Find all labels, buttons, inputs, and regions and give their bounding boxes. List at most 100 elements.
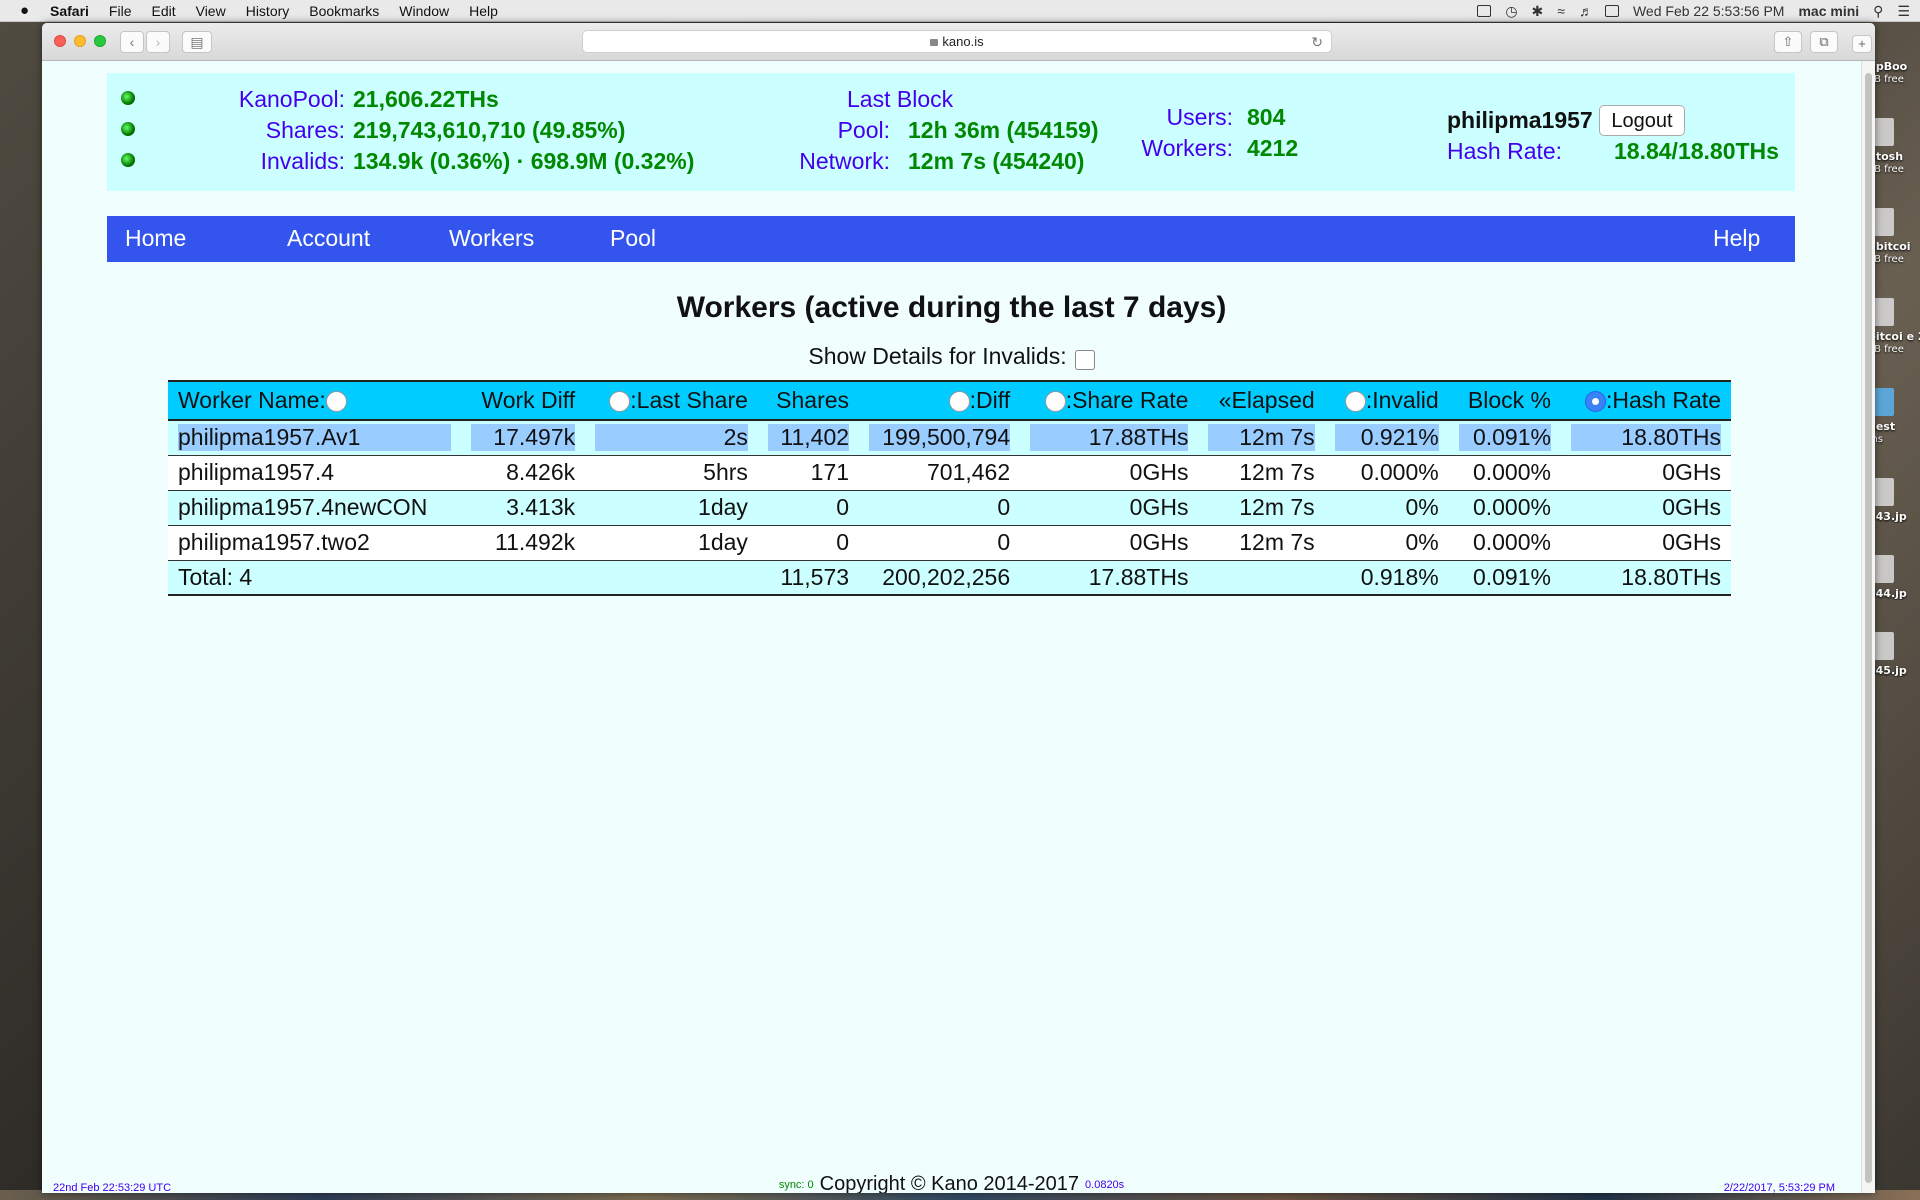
desktop-icon[interactable]: ntosh TB free [1868,118,1920,176]
status-led-icon [121,122,135,136]
sort-share-rate-radio[interactable] [1044,391,1066,412]
col-last-share-label: :Last Share [630,387,748,413]
volume-icon[interactable]: ♬ [1578,3,1593,19]
col-shares: Shares [757,380,860,421]
work-diff: 17.497k [471,424,576,452]
image-file-icon [1872,555,1894,583]
menu-edit[interactable]: Edit [151,2,176,19]
menu-file[interactable]: File [108,2,132,19]
notification-center-icon[interactable]: ☰ [1897,2,1910,19]
total-block-pct: 0.091% [1448,560,1561,596]
pool-block-label: Pool: [837,117,890,143]
total-invalid: 0.918% [1324,560,1449,596]
status-app-icon[interactable] [1477,5,1492,17]
menu-bookmarks[interactable]: Bookmarks [309,2,380,19]
shares-label: Shares: [265,117,345,143]
pool-hashrate-label: KanoPool: [238,86,345,112]
address-bar[interactable]: kano.is ↻ [582,30,1332,53]
menubar-status-area: ◷ ✱ ≈ ♬ Wed Feb 22 5:53:56 PM mac mini ⚲… [1465,0,1910,22]
menu-help[interactable]: Help [469,2,498,19]
desktop-icon[interactable]: nbitcoi TB free [1868,208,1920,266]
main-nav: Home Account Workers Pool Help [107,216,1795,262]
menubar-clock[interactable]: Wed Feb 22 5:53:56 PM [1632,3,1785,19]
desktop-icon[interactable]: 043.jp [1868,478,1920,523]
close-window-button[interactable] [54,35,66,47]
desktop-icon[interactable]: nest ms [1868,388,1920,446]
tabs-overview-icon[interactable]: ⧉ [1810,31,1838,53]
zoom-window-button[interactable] [94,35,106,47]
menu-history[interactable]: History [245,2,290,19]
elapsed: 12m 7s [1208,424,1315,452]
shares: 0 [757,490,860,526]
sidebar-toggle-icon[interactable]: ▤ [182,31,212,53]
desktop-icon-label: nest [1868,420,1896,433]
desktop-icon[interactable]: 045.jp [1868,632,1920,677]
sort-invalid-radio[interactable] [1344,391,1366,412]
menu-app-name[interactable]: Safari [50,2,89,19]
table-row: philipma1957.4newCON 3.413k 1day 0 0 0GH… [168,490,1731,526]
scrollbar-thumb[interactable] [1865,73,1872,1183]
sort-diff-radio[interactable] [948,391,970,412]
page-scrollbar[interactable] [1861,61,1875,1193]
time-machine-icon[interactable]: ◷ [1505,2,1518,19]
shares: 11,402 [767,424,850,452]
menu-window[interactable]: Window [399,2,450,19]
forward-button[interactable]: › [146,31,170,53]
keyboard-icon[interactable] [1604,5,1619,17]
last-block-label: Last Block [847,86,954,112]
desktop-icon-sub: TB free [1868,164,1904,175]
desktop-icon-label: 044.jp [1868,587,1907,600]
nav-home[interactable]: Home [125,225,187,251]
show-details-label: Show Details for Invalids: [808,343,1067,369]
col-elapsed[interactable]: «Elapsed [1198,380,1325,421]
col-worker-name[interactable]: Worker Name: [168,380,462,421]
show-details-checkbox[interactable] [1074,350,1095,370]
new-tab-button[interactable]: + [1852,35,1872,53]
block-pct: 0.000% [1448,525,1561,561]
share-icon[interactable]: ⇧ [1774,31,1802,53]
nav-pool[interactable]: Pool [610,225,657,251]
work-diff: 3.413k [461,490,586,526]
col-diff[interactable]: :Diff [859,380,1021,421]
nav-account[interactable]: Account [287,225,371,251]
bluetooth-icon[interactable]: ✱ [1531,2,1544,19]
pool-stats-header: KanoPool: 21,606.22THs Shares: 219,743,6… [107,73,1795,191]
worker-name: philipma1957.Av1 [178,424,452,452]
show-details-row: Show Details for Invalids: [42,343,1861,370]
desktop-icon-label: nbitcoi [1868,240,1911,253]
footer-timing: 0.0820s [1085,1179,1125,1191]
work-diff: 8.426k [461,455,586,491]
table-header-row: Worker Name: Work Diff :Last Share Share… [168,380,1731,421]
col-invalid[interactable]: :Invalid [1324,380,1449,421]
status-led-icon [121,91,135,105]
desktop-icon[interactable]: 044.jp [1868,555,1920,600]
col-hash-rate[interactable]: :Hash Rate [1560,380,1731,421]
wifi-icon[interactable]: ≈ [1557,3,1565,19]
desktop-icons: upBoo TB free ntosh TB free nbitcoi TB free… [1868,60,1920,709]
footer-copyright: Copyright © Kano 2014-2017 [819,1173,1080,1193]
col-last-share[interactable]: :Last Share [585,380,758,421]
total-label: Total: 4 [168,560,462,596]
apple-menu-icon[interactable]: ● [20,1,30,19]
minimize-window-button[interactable] [74,35,86,47]
spotlight-search-icon[interactable]: ⚲ [1873,2,1884,19]
sort-hash-rate-radio[interactable] [1584,391,1606,412]
col-share-rate[interactable]: :Share Rate [1020,380,1199,421]
reload-icon[interactable]: ↻ [1311,34,1323,50]
logout-button[interactable]: Logout [1599,105,1685,136]
desktop-icon[interactable]: bitcoi e 2 TB free [1868,298,1920,356]
back-button[interactable]: ‹ [120,31,144,53]
sort-last-share-radio[interactable] [609,391,631,412]
total-share-rate: 17.88THs [1020,560,1199,596]
nav-help[interactable]: Help [1713,225,1761,251]
sort-name-radio[interactable] [325,391,347,412]
lock-icon [930,39,939,46]
footer-local-time: 2/22/2017, 5:53:29 PM [1723,1182,1835,1193]
drive-icon [1872,208,1894,236]
nav-workers[interactable]: Workers [449,225,535,251]
menu-view[interactable]: View [195,2,226,19]
desktop-icon[interactable]: upBoo TB free [1868,60,1920,86]
menubar-user[interactable]: mac mini [1798,3,1860,19]
pool-block-value: 12h 36m (454159) [908,117,1099,143]
desktop-icon-sub: ms [1868,434,1883,445]
